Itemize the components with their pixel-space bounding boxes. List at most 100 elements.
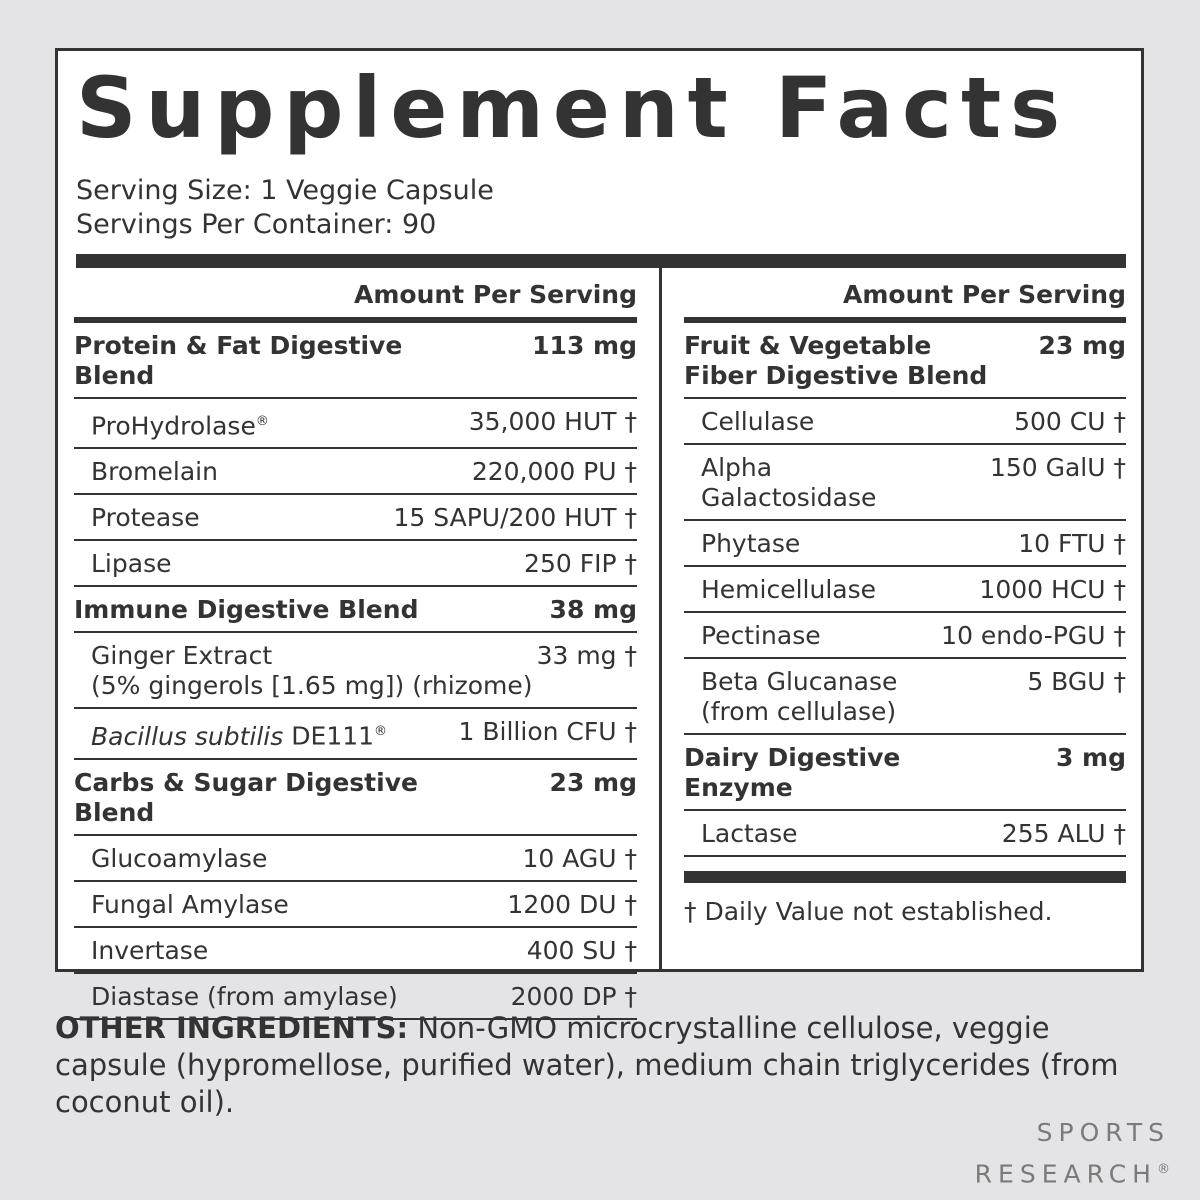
ingredient-amount: 400 SU †: [526, 935, 637, 965]
ingredient-text: Phytase: [701, 529, 801, 558]
ingredient-row: Bromelain 220,000 PU †: [74, 449, 637, 496]
ingredient-text: Hemicellulase: [701, 575, 877, 604]
ingredient-row: Fungal Amylase 1200 DU †: [74, 882, 637, 928]
name-line: Diastase (from amylase): [91, 982, 398, 1012]
blend-row: Dairy Digestive Enzyme 3 mg: [684, 735, 1126, 811]
facts-panel: Supplement Facts Serving Size: 1 Veggie …: [55, 48, 1144, 1020]
ingredient-row: Glucoamylase 10 AGU †: [74, 836, 637, 882]
rule: [684, 871, 1126, 883]
name-line: Beta Glucanase: [701, 667, 897, 697]
name-line: ProHydrolase®: [91, 407, 269, 441]
ingredient-text: Bromelain: [91, 457, 218, 487]
blend-name: Immune Digestive Blend: [74, 595, 419, 625]
ingredient-row: Lactase 255 ALU †: [684, 811, 1126, 857]
footnote: † Daily Value not established.: [684, 897, 1053, 926]
name-line: Fungal Amylase: [91, 890, 289, 920]
ingredient-row: Beta Glucanase (from cellulase) 5 BGU †: [684, 659, 1126, 735]
ingredient-name: Lactase: [701, 819, 798, 849]
ingredient-amount: 10 endo-PGU †: [941, 621, 1126, 650]
column: Amount Per Serving Fruit & Vegetable Fibe…: [684, 273, 1126, 926]
divider: [659, 268, 662, 969]
ingredient-amount: 2000 DP †: [510, 981, 637, 1011]
name-line: Protease: [91, 503, 200, 533]
ingredient-text: Lipase: [91, 549, 172, 579]
blend-name: Fruit & Vegetable Fiber Digestive Blend: [684, 331, 988, 390]
ingredient-amount: 255 ALU †: [1001, 819, 1126, 848]
ingredient-mark: ®: [255, 414, 269, 429]
blend-amount: 113 mg: [532, 331, 637, 360]
ingredient-amount: 1200 DU †: [507, 889, 637, 919]
ingredient-amount: 250 FIP †: [524, 549, 637, 579]
ingredient-text: Diastase (from amylase): [91, 981, 398, 1011]
ingredient-row: Alpha Galactosidase 150 GalU †: [684, 445, 1126, 521]
name-line: Phytase: [701, 529, 800, 559]
name-line: Pectinase: [701, 621, 821, 651]
ingredient-row: Pectinase 10 endo-PGU †: [684, 613, 1126, 659]
brand-line: RESEARCH: [974, 1159, 1157, 1189]
blend-amount: 38 mg: [549, 595, 637, 625]
ingredient-row: Bacillus subtilis DE111® 1 Billion CFU †: [74, 709, 637, 760]
name-line: Hemicellulase: [701, 575, 876, 605]
ingredient-row: Diastase (from amylase) 2000 DP †: [74, 974, 637, 1020]
ingredient-name: Bromelain: [91, 457, 218, 487]
ingredient-text: Beta Glucanase: [701, 667, 898, 696]
name-line: Alpha: [701, 453, 876, 483]
ingredient-amount: 15 SAPU/200 HUT †: [393, 503, 637, 533]
ingredient-row: Lipase 250 FIP †: [74, 541, 637, 588]
ingredient-name: Diastase (from amylase): [91, 982, 398, 1012]
name-line: Cellulase: [701, 407, 814, 437]
ingredient-text: DE111: [291, 721, 375, 751]
name-line: Invertase: [91, 936, 208, 966]
ingredient-row: Hemicellulase 1000 HCU †: [684, 567, 1126, 613]
ingredient-text: Protease: [91, 503, 200, 533]
ingredient-amount: 500 CU †: [1014, 407, 1126, 436]
ingredient-text: Alpha: [701, 453, 773, 482]
ingredient-detail: (from cellulase): [701, 697, 897, 726]
ingredient-amount: 10 FTU †: [1018, 529, 1126, 558]
ingredient-name: Protease: [91, 503, 200, 533]
ingredient-name: Glucoamylase: [91, 844, 267, 874]
blend-row: Fruit & Vegetable Fiber Digestive Blend 2…: [684, 323, 1126, 399]
ingredient-name: Alpha Galactosidase: [701, 453, 876, 513]
ingredient-row: Phytase 10 FTU †: [684, 521, 1126, 567]
name-line: Ginger Extract: [91, 641, 484, 671]
ingredient-name: Lipase: [91, 549, 171, 579]
ingredient-name: Cellulase: [701, 407, 814, 437]
blend-amount: 23 mg: [549, 767, 637, 797]
ingredient-detail: Galactosidase: [701, 483, 877, 512]
ingredient-amount: 1 Billion CFU †: [458, 717, 637, 747]
name-line: Bacillus subtilis DE111®: [91, 717, 387, 751]
ingredient-text: Ginger Extract: [91, 641, 273, 671]
other-label: OTHER INGREDIENTS:: [55, 1011, 409, 1045]
blend-row: Protein & Fat Digestive Blend 113 mg: [74, 323, 637, 399]
ingredient-detail: (5% gingerols [1.65 mg]) (rhizome): [91, 671, 533, 701]
blend-amount: 23 mg: [1038, 331, 1126, 360]
ingredient-text: Glucoamylase: [91, 843, 268, 873]
rule: [76, 254, 1126, 268]
ingredient-text: ProHydrolase: [91, 411, 256, 441]
brand-mark: ®: [1157, 1162, 1170, 1177]
name-line: Lipase: [91, 549, 171, 579]
other-text: Non-GMO microcrystalline cellulose, vegg…: [55, 1011, 1119, 1119]
ingredient-mark: ®: [374, 724, 388, 740]
column: Amount Per Serving Protein & Fat Digestiv…: [74, 273, 637, 1020]
blend-row: Immune Digestive Blend 38 mg: [74, 587, 637, 634]
ingredient-name: Phytase: [701, 529, 800, 559]
brand: SPORTS RESEARCH®: [975, 1114, 1170, 1192]
name-line: Bromelain: [91, 457, 218, 487]
ingredient-amount: 10 AGU †: [522, 843, 637, 873]
ingredient-name: Bacillus subtilis DE111®: [91, 717, 387, 751]
ingredient-row: Cellulase 500 CU †: [684, 399, 1126, 445]
ingredient-row: ProHydrolase® 35,000 HUT †: [74, 399, 637, 450]
ingredient-name: Fungal Amylase: [91, 890, 289, 920]
ingredient-row: Ginger Extract (5% gingerols [1.65 mg]) (…: [74, 633, 637, 710]
ingredient-text: Fungal Amylase: [91, 889, 289, 919]
ingredient-amount: 33 mg †: [536, 641, 637, 671]
column-header: Amount Per Serving: [74, 273, 637, 323]
ingredient-text: Invertase: [91, 935, 209, 965]
ingredient-name: Invertase: [91, 936, 208, 966]
name-line: Glucoamylase: [91, 844, 267, 874]
blend-name: Dairy Digestive Enzyme: [684, 743, 901, 802]
servings-per-container: Servings Per Container: 90: [76, 209, 437, 240]
